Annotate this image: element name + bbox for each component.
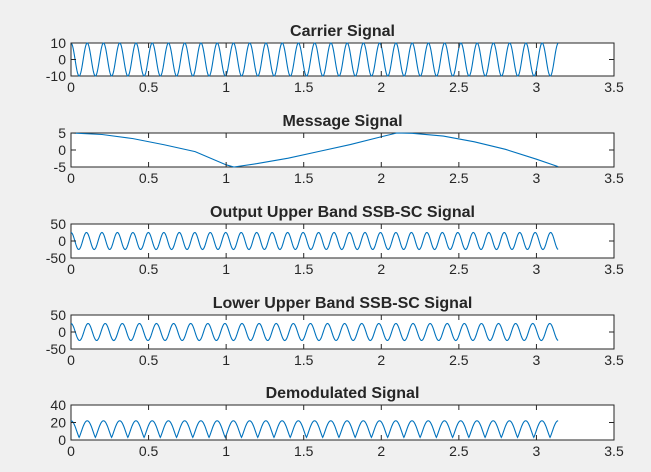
x-tick-label: 1 <box>222 79 230 95</box>
x-tick-label: 2 <box>377 170 385 186</box>
y-tick-label: 5 <box>58 125 66 141</box>
x-tick-label: 2 <box>377 79 385 95</box>
x-tick-label: 2.5 <box>449 79 469 95</box>
x-tick-label: 2 <box>377 261 385 277</box>
x-tick-label: 0.5 <box>139 352 159 368</box>
x-tick-label: 1.5 <box>294 170 314 186</box>
y-tick-label: 20 <box>50 415 66 431</box>
x-tick-label: 0 <box>67 79 75 95</box>
x-tick-label: 1.5 <box>294 261 314 277</box>
series-line <box>70 420 559 439</box>
y-tick-label: 10 <box>50 35 66 51</box>
x-tick-label: 0 <box>67 170 75 186</box>
x-tick-label: 3 <box>533 261 541 277</box>
x-tick-label: 1 <box>222 170 230 186</box>
x-tick-label: 3 <box>533 352 541 368</box>
x-tick-label: 2 <box>377 352 385 368</box>
x-tick-label: 1.5 <box>294 352 314 368</box>
x-tick-label: 3.5 <box>604 79 624 95</box>
subplot-3: Output Upper Band SSB-SC Signal 0 0.5 1 1.5 2… <box>46 204 624 277</box>
x-tick-label: 3.5 <box>604 443 624 459</box>
x-tick-label: 0 <box>67 352 75 368</box>
subplot-title: Lower Upper Band SSB-SC Signal <box>213 295 473 312</box>
y-tick-label: 50 <box>50 307 66 323</box>
subplot-title: Output Upper Band SSB-SC Signal <box>210 204 475 221</box>
y-tick-label: 0 <box>58 233 66 249</box>
x-tick-label: 0 <box>67 261 75 277</box>
x-tick-label: 3 <box>533 170 541 186</box>
x-tick-label: 2.5 <box>449 443 469 459</box>
y-tick-label: -10 <box>46 68 66 84</box>
series-line <box>70 322 559 342</box>
x-tick-label: 3 <box>533 443 541 459</box>
x-tick-label: 0.5 <box>139 170 159 186</box>
series-line <box>70 42 559 77</box>
y-tick-label: 0 <box>58 142 66 158</box>
x-tick-label: 0.5 <box>139 443 159 459</box>
x-tick-label: 3.5 <box>604 170 624 186</box>
x-tick-label: 1 <box>222 261 230 277</box>
y-tick-label: -50 <box>46 341 66 357</box>
y-tick-label: 0 <box>58 324 66 340</box>
plot-area <box>70 132 615 168</box>
subplot-4: Lower Upper Band SSB-SC Signal 0 0.5 1 1.5 2 2… <box>46 295 624 368</box>
x-tick-label: 1 <box>222 443 230 459</box>
x-tick-label: 0.5 <box>139 261 159 277</box>
series-line <box>70 132 559 168</box>
x-tick-label: 1 <box>222 352 230 368</box>
x-tick-label: 3.5 <box>604 261 624 277</box>
y-tick-label: 40 <box>50 397 66 413</box>
y-tick-label: 0 <box>58 432 66 448</box>
subplot-title: Message Signal <box>282 113 402 130</box>
y-tick-label: -5 <box>54 159 67 175</box>
series-line <box>70 231 559 251</box>
x-tick-label: 2.5 <box>449 170 469 186</box>
subplot-5: Demodulated Signal 0 0.5 1 1.5 2 2.5 3 3.5 40 200 <box>50 385 624 459</box>
x-tick-label: 3.5 <box>604 352 624 368</box>
x-tick-label: 0 <box>67 443 75 459</box>
subplot-title: Demodulated Signal <box>266 385 420 402</box>
plot-area <box>70 42 615 77</box>
x-tick-label: 1.5 <box>294 79 314 95</box>
y-tick-label: 50 <box>50 216 66 232</box>
y-tick-label: -50 <box>46 250 66 266</box>
subplot-title: Carrier Signal <box>290 23 395 40</box>
x-tick-label: 2.5 <box>449 352 469 368</box>
x-tick-label: 1.5 <box>294 443 314 459</box>
x-tick-label: 3 <box>533 79 541 95</box>
x-tick-label: 2 <box>377 443 385 459</box>
x-tick-label: 0.5 <box>139 79 159 95</box>
y-tick-label: 0 <box>58 52 66 68</box>
x-tick-label: 2.5 <box>449 261 469 277</box>
